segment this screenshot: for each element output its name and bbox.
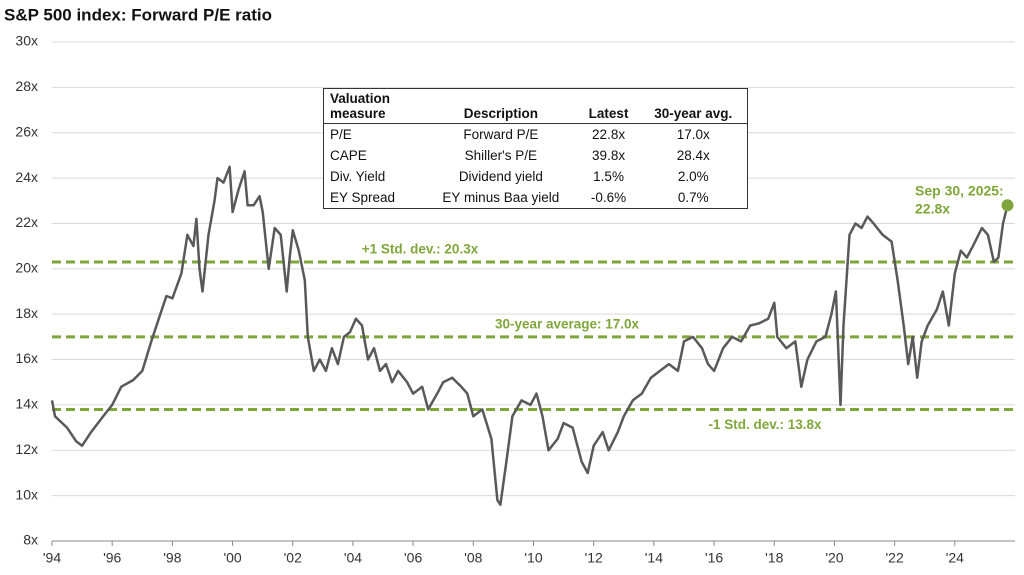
x-tick-label: '24 (946, 550, 964, 566)
x-tick-label: '00 (223, 550, 241, 566)
x-tick-label: '94 (43, 550, 61, 566)
annotation: Sep 30, 2025: (915, 183, 1004, 199)
y-tick-label: 14x (15, 396, 38, 412)
x-tick-label: '10 (524, 550, 542, 566)
table-cell: Dividend yield (458, 169, 543, 184)
table-cell: Shiller's P/E (464, 148, 538, 163)
x-tick-label: '96 (103, 550, 121, 566)
y-tick-label: 10x (15, 486, 38, 502)
y-tick-label: 28x (15, 78, 38, 94)
table-cell: P/E (330, 127, 352, 142)
table-cell: 0.7% (677, 190, 709, 205)
y-tick-label: 8x (23, 532, 38, 548)
table-header-cell: Description (424, 88, 578, 124)
table-header-cell: Valuation measure (323, 88, 424, 124)
table-cell: Forward P/E (463, 127, 539, 142)
y-tick-label: 26x (15, 123, 38, 139)
latest-marker (1001, 199, 1014, 212)
x-tick-label: '08 (464, 550, 482, 566)
y-tick-label: 30x (15, 33, 38, 49)
table-cell: 1.5% (593, 169, 624, 184)
table-cell: CAPE (330, 148, 367, 163)
x-tick-label: '06 (404, 550, 422, 566)
x-tick-label: '12 (585, 550, 603, 566)
reference-label: +1 Std. dev.: 20.3x (362, 242, 479, 257)
line-series (50, 165, 1009, 506)
y-tick-label: 20x (15, 260, 38, 276)
valuation-table: Valuation measure Description Latest 30-yea… (323, 88, 748, 209)
x-tick-label: '14 (645, 550, 663, 566)
x-tick-label: '98 (163, 550, 181, 566)
table-row: EY Spread EY minus Baa yield -0.6% 0.7% (324, 187, 748, 209)
table-row: Div. Yield Dividend yield 1.5% 2.0% (324, 166, 748, 187)
table-cell: 28.4x (676, 148, 710, 163)
y-tick-label: 24x (15, 169, 38, 185)
x-tick-label: '04 (344, 550, 362, 566)
table-cell: -0.6% (590, 190, 627, 205)
table-cell: EY minus Baa yield (442, 190, 560, 205)
x-tick-label: '20 (825, 550, 843, 566)
y-tick-label: 16x (15, 350, 38, 366)
table-cell: 39.8x (592, 148, 626, 163)
x-tick-label: '18 (765, 550, 783, 566)
table-row: P/E Forward P/E 22.8x 17.0x (324, 124, 748, 146)
y-tick-label: 22x (15, 214, 38, 230)
x-tick-label: '02 (284, 550, 302, 566)
annotation: 22.8x (915, 201, 950, 217)
reference-label: 30-year average: 17.0x (495, 316, 640, 331)
y-tick-label: 12x (15, 441, 38, 457)
x-tick-label: '22 (886, 550, 904, 566)
table-cell: Div. Yield (330, 169, 386, 184)
table-cell: 22.8x (592, 127, 626, 142)
chart-title: S&P 500 index: Forward P/E ratio (4, 5, 272, 24)
y-tick-label: 18x (15, 305, 38, 321)
table-header-row: Valuation measure Description Latest 30-yea… (323, 88, 748, 124)
table-cell: 2.0% (677, 169, 709, 184)
x-tick-label: '16 (705, 550, 723, 566)
table-header-cell: 30-year avg. (639, 88, 748, 124)
table-cell: 17.0x (676, 127, 710, 142)
table-header-cell: Latest (577, 88, 640, 124)
table-row: CAPE Shiller's P/E 39.8x 28.4x (324, 145, 748, 166)
reference-label: -1 Std. dev.: 13.8x (708, 417, 822, 432)
table-cell: EY Spread (330, 190, 396, 205)
